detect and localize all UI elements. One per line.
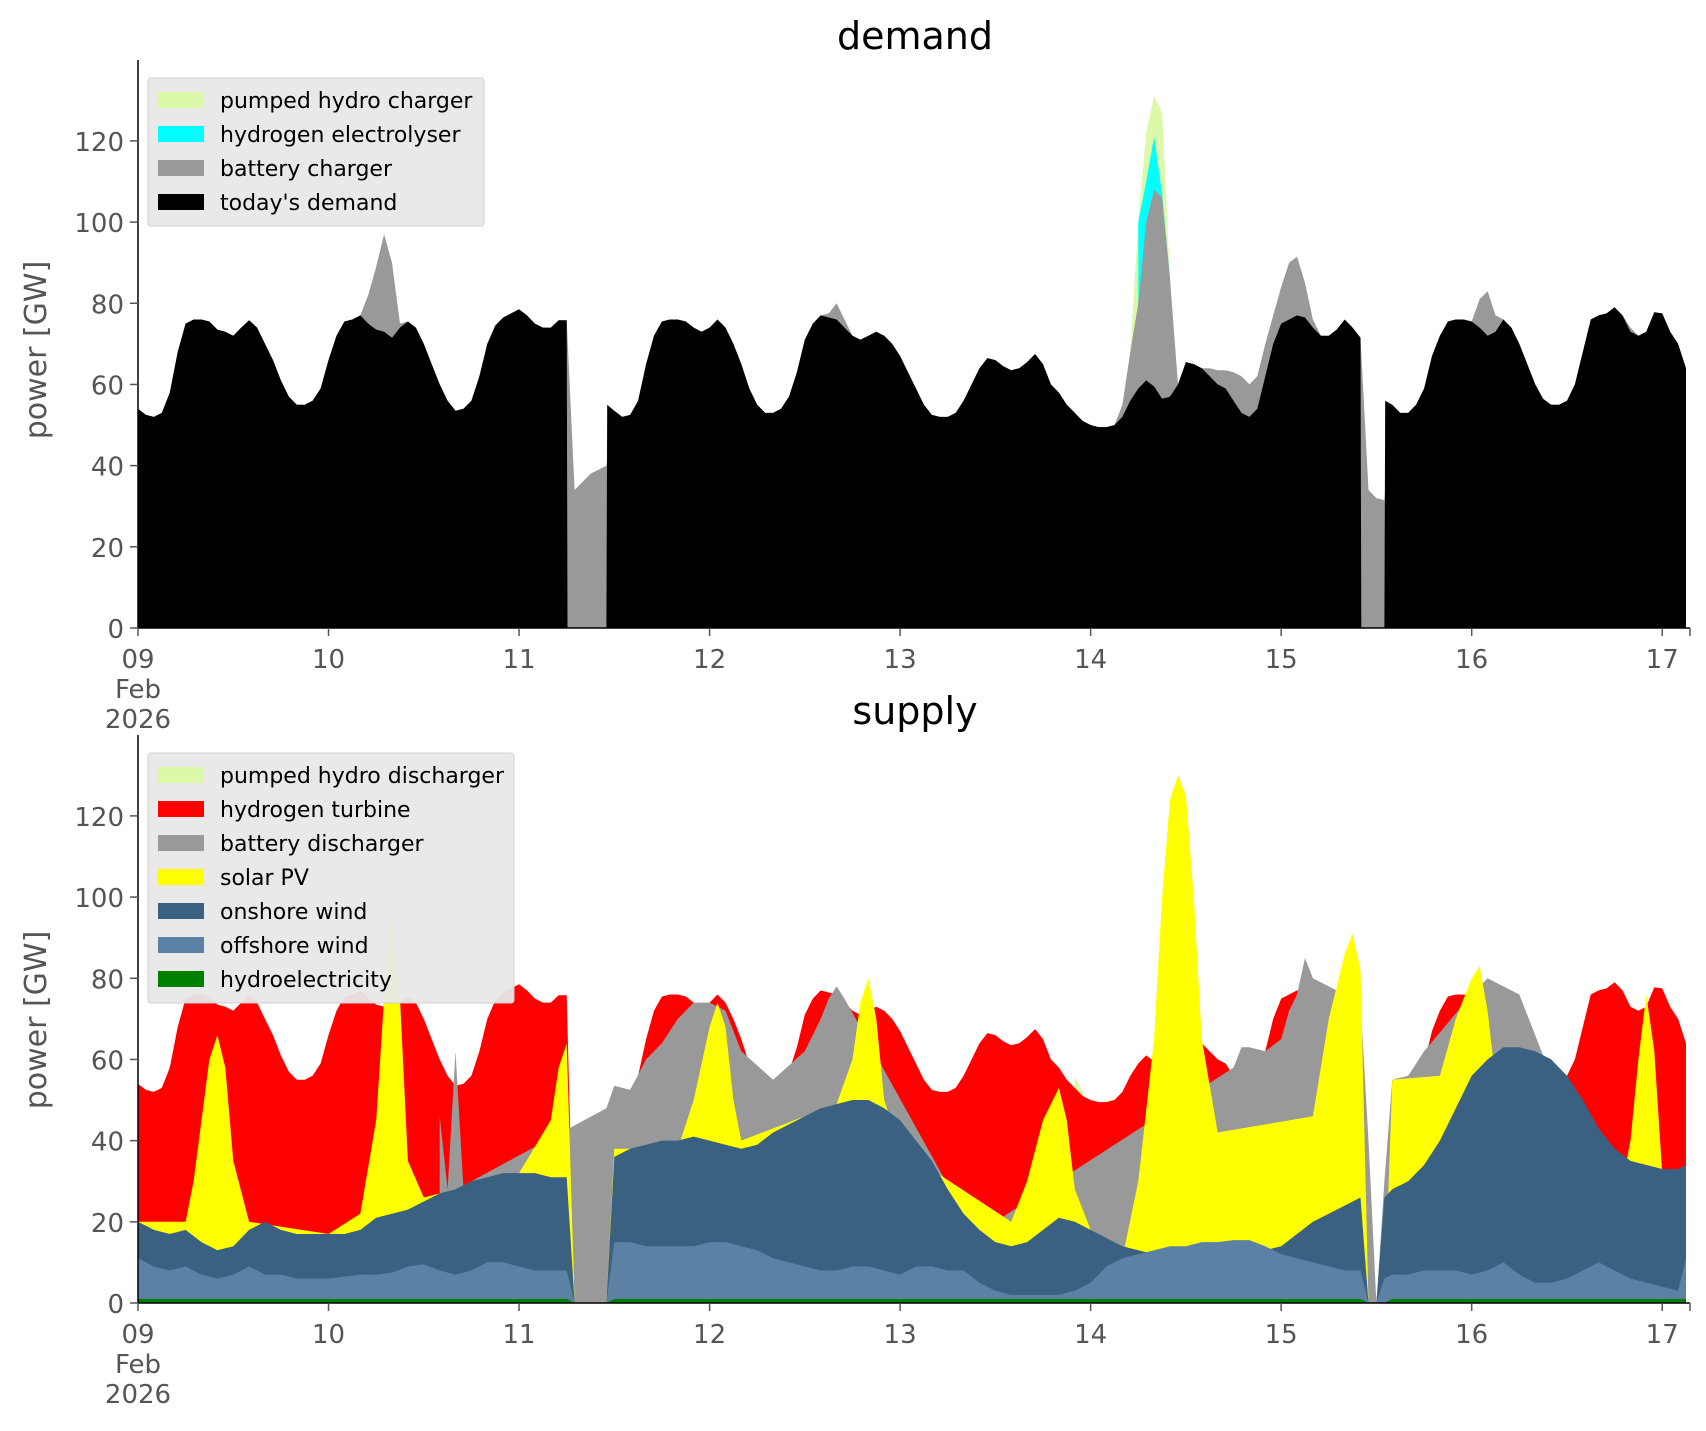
supply-legend-label-hydroelectricity: hydroelectricity: [220, 968, 392, 993]
supply-area-onshore-wind: [138, 1047, 1686, 1303]
demand-y-tick-label: 40: [91, 453, 124, 483]
demand-y-tick-label: 80: [91, 290, 124, 320]
supply-legend-box: [147, 752, 515, 1004]
demand-title: demand: [837, 14, 993, 58]
supply-legend-swatch-battery-discharger: [158, 835, 204, 851]
demand-areas: [138, 96, 1686, 629]
supply-legend-swatch-pumped-hydro-discharger: [158, 767, 204, 783]
supply-x-tick-sublabel: 2026: [105, 1380, 171, 1410]
demand-y-tick-label: 120: [74, 128, 124, 158]
demand-x-tick-label: 15: [1265, 645, 1298, 675]
demand-legend-box: [147, 77, 485, 227]
supply-y-tick-label: 60: [91, 1046, 124, 1076]
supply-legend-label-battery-discharger: battery discharger: [220, 832, 425, 857]
supply-x-tick-label: 17: [1646, 1320, 1679, 1350]
demand-y-tick-label: 20: [91, 534, 124, 564]
supply-legend-label-offshore-wind: offshore wind: [220, 934, 369, 959]
demand-legend-label-today-s-demand: today's demand: [220, 191, 397, 216]
supply-y-tick-label: 20: [91, 1209, 124, 1239]
demand-x-tick-label: 14: [1074, 645, 1107, 675]
supply-x-tick-label: 15: [1265, 1320, 1298, 1350]
supply-y-tick-label: 100: [74, 884, 124, 914]
supply-legend-label-pumped-hydro-discharger: pumped hydro discharger: [220, 764, 505, 789]
demand-x-tick-label: 16: [1455, 645, 1488, 675]
supply-areas: [138, 775, 1686, 1303]
supply-title: supply: [852, 689, 977, 733]
demand-legend-label-battery-charger: battery charger: [220, 157, 393, 182]
demand-ylabel: power [GW]: [19, 261, 54, 440]
supply-legend-swatch-hydrogen-turbine: [158, 801, 204, 817]
demand-x-tick-label: 17: [1646, 645, 1679, 675]
supply-x-tick-label: 10: [312, 1320, 345, 1350]
supply-y-tick-label: 120: [74, 803, 124, 833]
demand-x-tick-sublabel: Feb: [115, 675, 161, 705]
supply-x-tick-label: 14: [1074, 1320, 1107, 1350]
demand-y-tick-label: 60: [91, 371, 124, 401]
demand-legend-label-hydrogen-electrolyser: hydrogen electrolyser: [220, 123, 461, 148]
supply-legend-swatch-onshore-wind: [158, 903, 204, 919]
supply-legend-label-solar-pv: solar PV: [220, 866, 309, 891]
demand-x-tick-label: 12: [693, 645, 726, 675]
demand-y-tick-label: 100: [74, 209, 124, 239]
demand-legend-swatch-today-s-demand: [158, 194, 204, 210]
demand-legend-label-pumped-hydro-charger: pumped hydro charger: [220, 89, 473, 114]
supply-x-tick-label: 11: [503, 1320, 536, 1350]
demand-x-tick-label: 09: [121, 645, 154, 675]
demand-x-tick-label: 13: [884, 645, 917, 675]
supply-x-tick-label: 16: [1455, 1320, 1488, 1350]
supply-y-tick-label: 80: [91, 965, 124, 995]
supply-x-tick-label: 09: [121, 1320, 154, 1350]
supply-y-tick-label: 40: [91, 1128, 124, 1158]
supply-x-tick-label: 13: [884, 1320, 917, 1350]
demand-legend: pumped hydro charger hydrogen electrolyse…: [147, 77, 485, 227]
supply-x-tick-label: 12: [693, 1320, 726, 1350]
supply-area-solar-pv: [138, 775, 1686, 1303]
demand-legend-swatch-battery-charger: [158, 160, 204, 176]
supply-ylabel: power [GW]: [19, 931, 54, 1110]
supply-legend-swatch-hydroelectricity: [158, 971, 204, 987]
supply-legend-swatch-solar-pv: [158, 869, 204, 885]
supply-legend-swatch-offshore-wind: [158, 937, 204, 953]
demand-area-today-s-demand: [138, 307, 1686, 628]
demand-x-tick-label: 11: [503, 645, 536, 675]
supply-legend: pumped hydro discharger hydrogen turbine b…: [147, 752, 515, 1004]
supply-x-tick-sublabel: Feb: [115, 1350, 161, 1380]
demand-x-tick-sublabel: 2026: [105, 705, 171, 735]
supply-area-offshore-wind: [138, 1240, 1686, 1303]
demand-y-tick-label: 0: [107, 615, 124, 645]
demand-legend-swatch-hydrogen-electrolyser: [158, 126, 204, 142]
supply-legend-label-hydrogen-turbine: hydrogen turbine: [220, 798, 411, 823]
demand-legend-swatch-pumped-hydro-charger: [158, 92, 204, 108]
demand-x-tick-label: 10: [312, 645, 345, 675]
supply-area-hydroelectricity: [138, 1298, 1686, 1303]
supply-legend-label-onshore-wind: onshore wind: [220, 900, 367, 925]
supply-y-tick-label: 0: [107, 1290, 124, 1320]
